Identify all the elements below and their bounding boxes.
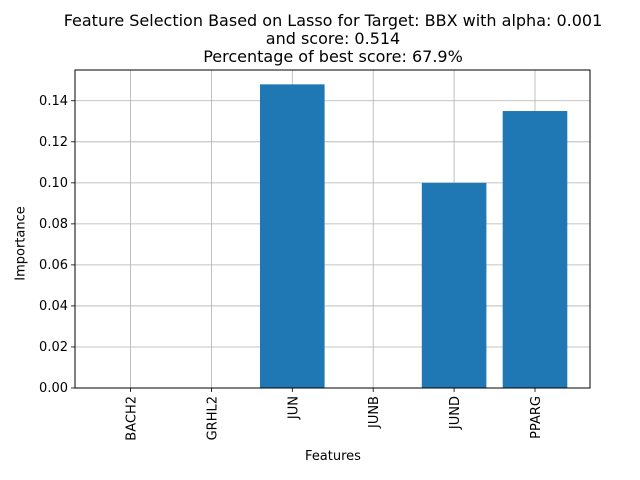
x-tick-label: BACH2 [125,396,140,441]
y-tick-label: 0.06 [39,258,68,273]
chart-title-line-1: Feature Selection Based on Lasso for Tar… [63,11,603,30]
y-tick-label: 0.04 [39,299,68,314]
plot-frame [74,69,591,389]
y-tick-label: 0.02 [39,340,68,355]
y-tick-label: 0.10 [39,176,68,191]
y-axis-ticks: 0.00 0.02 0.04 0.06 0.08 0.10 0.12 0.14 [39,94,75,396]
chart-title-line-2: and score: 0.514 [265,29,401,48]
y-axis-label: Importance [13,206,29,281]
chart-title-line-3: Percentage of best score: 67.9% [203,47,463,66]
x-tick-label: JUND [448,396,463,430]
x-tick-label: JUNB [367,396,382,429]
y-tick-label: 0.08 [39,217,68,232]
y-tick-label: 0.00 [39,381,68,396]
y-tick-label: 0.14 [39,94,68,109]
bars [260,84,568,388]
bar-jun [260,84,325,388]
bar-jund [421,182,487,388]
x-axis-ticks: BACH2 GRHL2 JUN JUNB JUND PPARG [125,388,544,441]
x-axis-label: Features [305,449,361,464]
x-tick-label: PPARG [529,396,544,439]
bar-pparg [502,111,568,388]
y-tick-label: 0.12 [39,135,68,150]
x-tick-label: JUN [286,396,301,420]
x-tick-label: GRHL2 [205,396,220,440]
